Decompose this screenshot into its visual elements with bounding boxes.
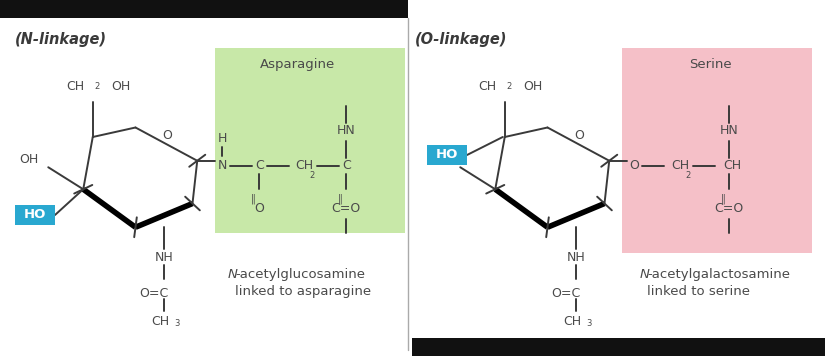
Text: linked to asparagine: linked to asparagine [235,285,371,298]
Text: OH: OH [523,80,542,94]
Text: OH: OH [19,153,38,166]
Text: C=O: C=O [332,202,361,215]
Text: HO: HO [24,209,46,221]
Text: O: O [163,129,172,142]
Text: 2: 2 [309,171,314,180]
Text: N: N [228,268,238,281]
Text: CH: CH [563,315,581,328]
Text: (N-linkage): (N-linkage) [15,32,107,47]
Text: C: C [342,159,351,172]
Text: ‖: ‖ [251,194,256,204]
Text: CH: CH [67,80,85,94]
Text: 2: 2 [507,82,512,91]
Text: OH: OH [111,80,130,94]
Text: Serine: Serine [689,58,731,71]
Text: ‖: ‖ [337,194,342,204]
Text: O: O [254,202,264,215]
Text: CH: CH [295,159,314,172]
Bar [15,205,55,225]
Bar [0,0,408,18]
Bar [622,48,812,253]
Text: NH: NH [154,251,173,264]
Bar [215,48,405,233]
Text: CH: CH [151,315,169,328]
Text: O: O [574,129,584,142]
Text: C: C [255,159,264,172]
Text: N: N [218,159,227,172]
Text: -acetylglucosamine: -acetylglucosamine [235,268,365,281]
Text: 2: 2 [95,82,100,91]
Text: C=O: C=O [714,202,744,215]
Text: N: N [640,268,650,281]
Text: NH: NH [567,251,586,264]
Text: ‖: ‖ [721,194,726,204]
Text: CH: CH [672,159,690,172]
Bar [427,145,467,165]
Text: linked to serine: linked to serine [647,285,750,298]
Text: H: H [218,132,227,145]
Text: Asparagine: Asparagine [261,58,336,71]
Text: 3: 3 [174,319,179,328]
Text: 3: 3 [586,319,592,328]
Text: HN: HN [337,124,356,137]
Text: HO: HO [436,148,458,162]
Text: 2: 2 [686,171,691,180]
Bar [412,338,825,356]
Text: HN: HN [720,124,738,137]
Text: CH: CH [478,80,497,94]
Text: CH: CH [724,159,742,172]
Text: -acetylgalactosamine: -acetylgalactosamine [647,268,790,281]
Text: OH: OH [431,153,450,166]
Text: O: O [629,159,639,172]
Text: O=C: O=C [551,287,581,300]
Text: O=C: O=C [139,287,168,300]
Text: (O-linkage): (O-linkage) [415,32,507,47]
